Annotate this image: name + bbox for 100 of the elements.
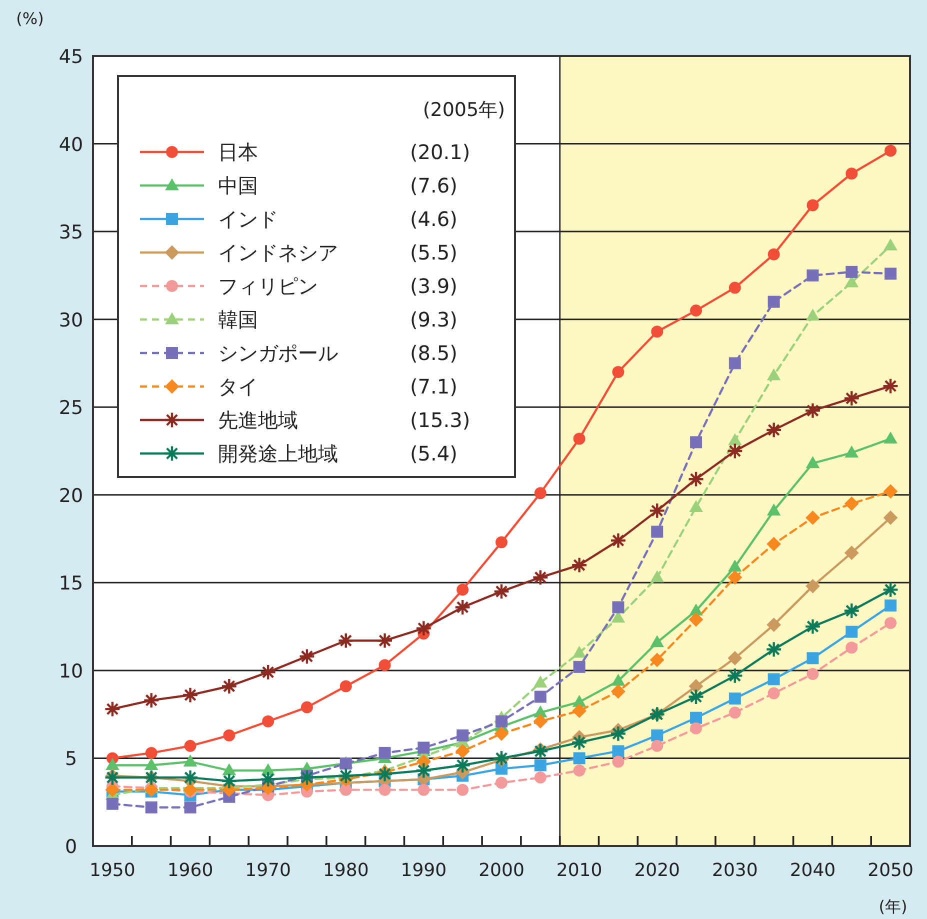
y-tick-label: 35	[58, 222, 84, 244]
x-tick-label: 1960	[167, 860, 214, 881]
point	[690, 436, 702, 448]
point	[728, 282, 741, 294]
point	[612, 366, 624, 378]
point	[843, 390, 860, 407]
point	[573, 752, 586, 764]
point	[340, 680, 352, 692]
point	[612, 745, 624, 758]
point	[884, 144, 897, 157]
point	[844, 446, 859, 458]
x-tick-label: 2000	[478, 860, 524, 881]
point	[651, 526, 664, 538]
point	[104, 769, 121, 786]
legend-label: インドネシア	[218, 240, 338, 264]
point	[726, 667, 744, 684]
y-tick-label: 15	[58, 572, 84, 595]
point	[844, 546, 859, 560]
point	[106, 758, 120, 770]
point	[298, 648, 316, 665]
legend-label: 韓国	[218, 308, 258, 332]
point	[532, 569, 549, 586]
point	[766, 422, 782, 438]
y-tick-label: 10	[58, 660, 84, 682]
point	[610, 725, 627, 742]
point	[612, 756, 624, 768]
point	[104, 700, 121, 718]
point	[534, 690, 546, 703]
legend-item: インドネシア	[140, 240, 338, 264]
point	[766, 536, 782, 552]
point	[456, 584, 469, 596]
point	[184, 740, 196, 752]
legend-label: 先進地域	[218, 408, 298, 432]
point	[534, 487, 546, 500]
point	[766, 368, 781, 380]
point	[806, 652, 819, 664]
point	[378, 659, 391, 672]
y-tick-label: 30	[58, 309, 84, 332]
annotation: (7.6)	[410, 174, 458, 198]
y-tick-label: 40	[58, 134, 84, 156]
point	[454, 756, 471, 774]
point	[650, 570, 664, 582]
legend-label: タイ	[218, 374, 258, 398]
annotation: (9.3)	[410, 308, 458, 332]
legend-item: 中国	[140, 174, 258, 198]
point	[648, 502, 666, 519]
point	[768, 687, 780, 700]
point	[182, 686, 199, 704]
point	[571, 734, 588, 751]
point	[494, 726, 509, 741]
point	[650, 635, 664, 648]
point	[376, 632, 394, 649]
point	[768, 673, 780, 686]
legend-title: (2005年)	[422, 99, 505, 121]
point	[572, 646, 586, 658]
point	[806, 456, 820, 468]
point	[105, 782, 120, 798]
point	[456, 784, 469, 796]
x-tick-label: 2010	[556, 860, 602, 881]
point	[844, 496, 859, 511]
point	[571, 556, 588, 574]
point	[220, 678, 238, 695]
point	[376, 766, 394, 782]
point	[300, 701, 313, 714]
point	[804, 402, 822, 419]
annotation: (5.5)	[410, 240, 458, 264]
point	[728, 692, 741, 705]
point	[493, 583, 510, 600]
point	[222, 763, 236, 776]
point	[534, 676, 548, 688]
point	[534, 772, 546, 784]
legend-item: タイ	[140, 374, 258, 398]
point	[690, 712, 702, 724]
annotation: (7.1)	[410, 374, 458, 398]
legend-label: シンガポール	[218, 341, 338, 365]
point	[533, 714, 548, 729]
point	[650, 652, 664, 668]
point	[688, 470, 704, 488]
point	[184, 801, 196, 814]
point	[728, 357, 741, 370]
point	[882, 378, 899, 394]
y-axis-title: (%)	[16, 9, 44, 28]
x-tick-label: 2030	[712, 860, 758, 881]
x-tick-label: 1980	[322, 860, 369, 881]
annotation: (5.4)	[410, 442, 458, 466]
point	[728, 570, 742, 585]
y-tick-label: 45	[58, 46, 84, 68]
legend-item: 先進地域	[140, 408, 298, 432]
point	[338, 767, 354, 784]
x-tick-label: 1990	[400, 860, 447, 881]
point	[610, 532, 627, 549]
point	[688, 688, 704, 706]
point	[455, 744, 470, 758]
point	[766, 641, 782, 658]
point	[884, 599, 897, 612]
annotation: (4.6)	[410, 207, 458, 231]
point	[106, 798, 118, 810]
point	[418, 742, 430, 754]
legend-label: フィリピン	[218, 274, 318, 298]
point	[651, 326, 664, 338]
